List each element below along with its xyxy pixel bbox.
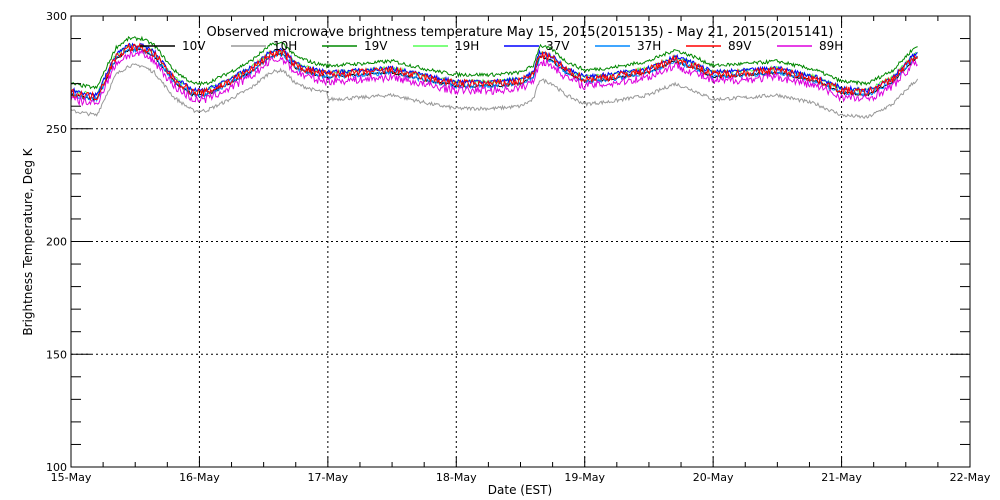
x-tick-label: 15-May [51, 471, 92, 484]
legend-label-37V: 37V [546, 39, 570, 53]
y-tick-label: 100 [46, 461, 67, 474]
x-tick-label: 16-May [179, 471, 220, 484]
y-tick-label: 250 [46, 123, 67, 136]
legend-label-89H: 89H [819, 39, 843, 53]
series-line-10H [70, 63, 919, 120]
legend-label-19H: 19H [455, 39, 479, 53]
legend-label-37H: 37H [637, 39, 661, 53]
x-tick-label: 18-May [436, 471, 477, 484]
y-tick-label: 200 [46, 236, 67, 249]
legend-label-19V: 19V [364, 39, 388, 53]
legend-label-10V: 10V [182, 39, 206, 53]
series-line-19V [70, 35, 918, 90]
x-axis-label: Date (EST) [488, 483, 552, 497]
x-tick-label: 19-May [564, 471, 605, 484]
series-line-89H [70, 49, 918, 107]
x-tick-label: 22-May [950, 471, 991, 484]
x-tick-label: 17-May [307, 471, 348, 484]
x-tick-label: 20-May [693, 471, 734, 484]
y-axis-label: Brightness Temperature, Deg K [21, 147, 35, 335]
y-tick-label: 300 [46, 10, 67, 23]
series-line-89V [70, 42, 919, 102]
y-tick-label: 150 [46, 348, 67, 361]
legend-label-10H: 10H [273, 39, 297, 53]
chart-title: Observed microwave brightness temperatur… [207, 25, 834, 40]
x-tick-label: 21-May [821, 471, 862, 484]
legend-label-89V: 89V [728, 39, 752, 53]
